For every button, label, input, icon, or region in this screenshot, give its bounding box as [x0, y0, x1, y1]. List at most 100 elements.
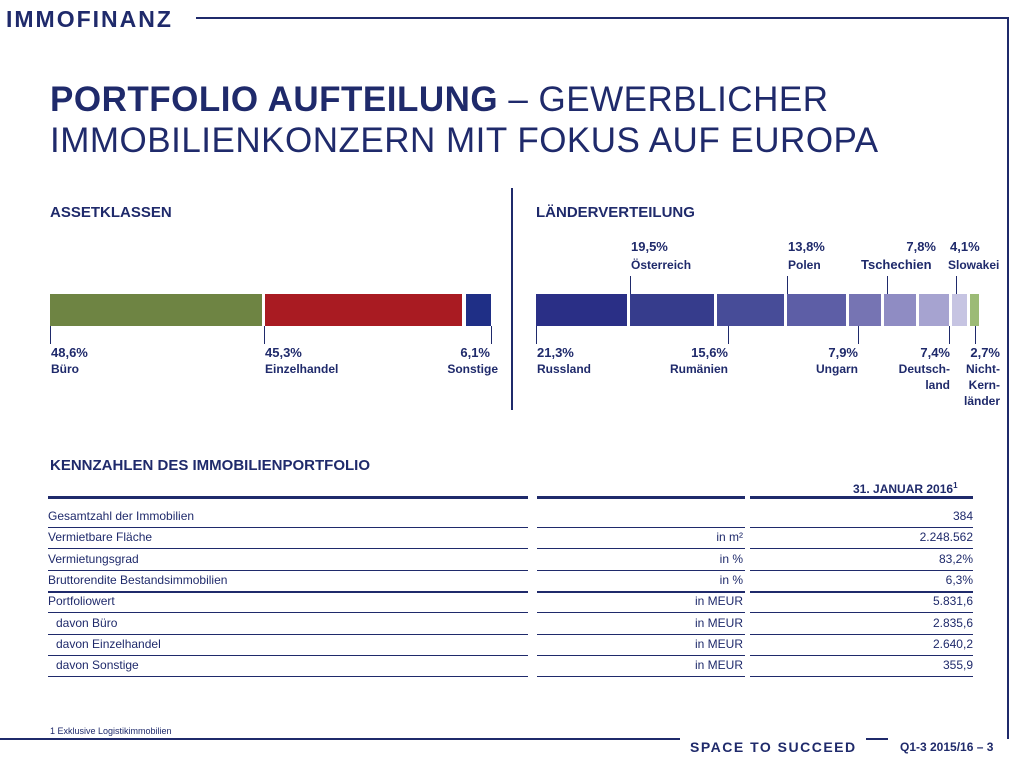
- country-pct-polen: 13,8%: [788, 239, 825, 254]
- row-separator: [750, 655, 973, 656]
- row-separator: [537, 655, 745, 656]
- frame-line-bottom-short: [866, 738, 888, 740]
- row-value: 2.835,6: [932, 616, 973, 630]
- row-unit: in %: [719, 573, 743, 587]
- country-label-rumaenien: Rumänien: [669, 362, 728, 376]
- country-bar-russland: [536, 294, 627, 326]
- row-value: 2.248.562: [919, 530, 973, 544]
- country-label-deutschland-2: land: [925, 378, 950, 392]
- table-row: Bruttorendite Bestandsimmobilien in % 6,3%: [48, 570, 973, 591]
- country-pct-rumaenien: 15,6%: [691, 345, 728, 360]
- country-pct-ungarn: 7,9%: [828, 345, 858, 360]
- leader-slowakei: [956, 276, 957, 294]
- table-date-text: 31. JANUAR 2016: [853, 482, 954, 496]
- frame-line-right: [1007, 17, 1009, 739]
- row-separator: [537, 570, 745, 571]
- country-bar-tschechien: [884, 294, 916, 326]
- country-label-nichtkern-3: länder: [963, 394, 1000, 408]
- row-value: 384: [952, 509, 973, 523]
- row-label: davon Büro: [56, 616, 118, 630]
- row-value: 83,2%: [938, 552, 973, 566]
- table-heading: KENNZAHLEN DES IMMOBILIENPORTFOLIO: [50, 457, 370, 474]
- country-pct-nichtkernlaender: 2,7%: [970, 345, 1000, 360]
- country-bar-ungarn: [849, 294, 881, 326]
- title-bold: PORTFOLIO AUFTEILUNG: [50, 80, 499, 119]
- row-separator: [48, 548, 528, 549]
- asset-leader-buero: [50, 326, 51, 344]
- row-label: Bruttorendite Bestandsimmobilien: [48, 573, 228, 587]
- country-label-deutschland-1: Deutsch-: [898, 362, 950, 376]
- country-bar-polen: [787, 294, 846, 326]
- country-label-nichtkern-2: Kern-: [968, 378, 1000, 392]
- row-label: Gesamtzahl der Immobilien: [48, 509, 195, 523]
- leader-deutschland: [949, 326, 950, 344]
- leader-russland: [536, 326, 537, 344]
- table-date-header: 31. JANUAR 20161: [853, 481, 958, 496]
- row-separator: [48, 655, 528, 656]
- page-title: PORTFOLIO AUFTEILUNG – GEWERBLICHER: [50, 80, 828, 120]
- row-separator: [537, 676, 745, 677]
- country-bar-slowakei: [952, 294, 967, 326]
- frame-line-top: [196, 17, 1008, 19]
- row-value: 2.640,2: [932, 637, 973, 651]
- country-label-oesterreich: Österreich: [631, 258, 692, 272]
- row-separator: [48, 570, 528, 571]
- row-unit: in MEUR: [694, 637, 743, 651]
- row-separator: [48, 612, 528, 613]
- logo: IMMOFINANZ: [6, 6, 173, 32]
- country-pct-oesterreich: 19,5%: [631, 239, 668, 254]
- country-bar-nichtkernlaender: [970, 294, 979, 326]
- row-unit: in m²: [716, 530, 743, 544]
- row-separator: [537, 612, 745, 613]
- slogan: SPACE TO SUCCEED: [690, 739, 857, 755]
- row-unit: in MEUR: [694, 658, 743, 672]
- row-separator: [750, 634, 973, 635]
- leader-tschechien: [887, 276, 888, 294]
- countries-heading: LÄNDERVERTEILUNG: [536, 204, 695, 221]
- asset-label-sonstige: Sonstige: [447, 362, 498, 376]
- country-pct-slowakei: 4,1%: [950, 239, 980, 254]
- asset-pct-buero: 48,6%: [51, 345, 88, 360]
- table-row: davon Einzelhandel in MEUR 2.640,2: [48, 634, 973, 655]
- footnote: 1 Exklusive Logistikimmobilien: [50, 726, 172, 736]
- asset-pct-einzelhandel: 45,3%: [265, 345, 302, 360]
- country-bar-deutschland: [919, 294, 949, 326]
- asset-bar-sonstige: [466, 294, 491, 326]
- row-label: davon Sonstige: [56, 658, 139, 672]
- country-label-ungarn: Ungarn: [816, 362, 858, 376]
- row-separator: [537, 527, 745, 528]
- row-value: 6,3%: [945, 573, 973, 587]
- title-rest: – GEWERBLICHER: [498, 80, 829, 119]
- leader-oesterreich: [630, 276, 631, 294]
- section-divider: [511, 188, 513, 410]
- table-header-rule-2: [537, 496, 745, 499]
- country-bar-rumaenien: [717, 294, 784, 326]
- row-label: Vermietungsgrad: [48, 552, 139, 566]
- table-date-footnote-ref: 1: [953, 481, 958, 490]
- asset-label-buero: Büro: [51, 362, 79, 376]
- row-label: Portfoliowert: [48, 594, 115, 608]
- row-separator: [750, 570, 973, 571]
- leader-nichtkernlaender: [975, 326, 976, 344]
- frame-line-bottom: [0, 738, 680, 740]
- row-separator: [48, 634, 528, 635]
- asset-bar-buero: [50, 294, 262, 326]
- country-pct-deutschland: 7,4%: [920, 345, 950, 360]
- country-label-russland: Russland: [537, 362, 592, 376]
- assets-heading: ASSETKLASSEN: [50, 204, 172, 221]
- row-separator: [750, 612, 973, 613]
- table-header-rule-3: [750, 496, 973, 499]
- row-separator: [48, 527, 528, 528]
- row-separator: [537, 634, 745, 635]
- table-row: davon Sonstige in MEUR 355,9: [48, 655, 973, 676]
- country-label-tschechien: Tschechien: [861, 257, 932, 272]
- asset-leader-sonstige: [491, 326, 492, 344]
- row-value: 5.831,6: [932, 594, 973, 608]
- asset-label-einzelhandel: Einzelhandel: [265, 362, 339, 376]
- table-header-rule-1: [48, 496, 528, 499]
- row-separator: [750, 591, 973, 593]
- country-bar-oesterreich: [630, 294, 714, 326]
- row-unit: in MEUR: [694, 616, 743, 630]
- asset-bar-einzelhandel: [265, 294, 462, 326]
- leader-rumaenien: [728, 326, 729, 344]
